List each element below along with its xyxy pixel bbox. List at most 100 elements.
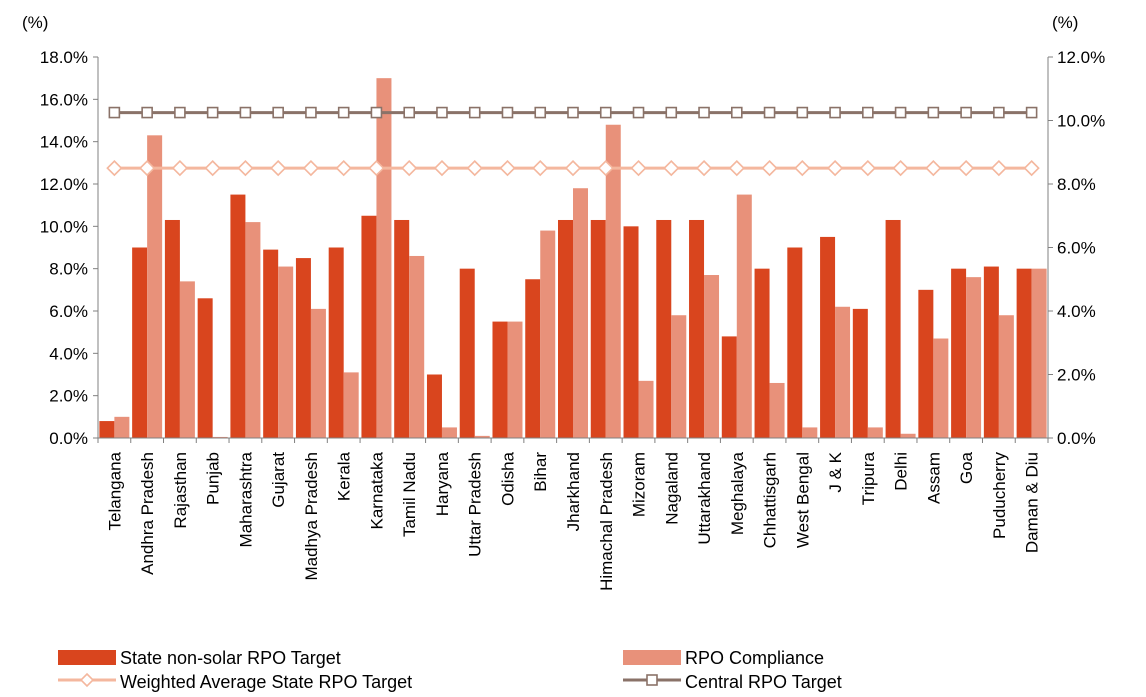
bar-state-target bbox=[164, 219, 180, 438]
weighted-average-marker bbox=[270, 159, 287, 177]
category-label: Himachal Pradesh bbox=[597, 452, 616, 591]
left-tick-label: 14.0% bbox=[40, 133, 88, 152]
category-label: Haryana bbox=[433, 451, 452, 516]
bar-rpo-compliance bbox=[605, 124, 621, 438]
central-target-marker bbox=[305, 106, 317, 119]
weighted-average-marker bbox=[859, 159, 876, 177]
bar-state-target bbox=[525, 279, 541, 438]
bar-rpo-compliance bbox=[1031, 268, 1047, 438]
bar-rpo-compliance bbox=[933, 338, 949, 438]
central-target-marker bbox=[436, 106, 448, 119]
central-target-marker bbox=[665, 106, 678, 119]
category-label: J & K bbox=[826, 451, 845, 492]
central-target-marker bbox=[632, 106, 645, 119]
left-tick-label: 2.0% bbox=[49, 387, 88, 406]
category-label: Odisha bbox=[498, 451, 517, 505]
bar-rpo-compliance bbox=[376, 78, 392, 439]
weighted-average-marker bbox=[597, 159, 614, 177]
bar-state-target bbox=[99, 421, 115, 438]
central-target-marker bbox=[698, 106, 710, 119]
bar-state-target bbox=[1016, 268, 1032, 438]
central-target-marker bbox=[534, 106, 547, 119]
bar-state-target bbox=[394, 219, 410, 438]
weighted-average-marker bbox=[990, 159, 1007, 177]
weighted-average-marker bbox=[335, 159, 352, 177]
legend-marker-weighted-average bbox=[79, 672, 95, 688]
right-tick-label: 2.0% bbox=[1057, 366, 1096, 385]
category-label: Madhya Pradesh bbox=[302, 452, 321, 581]
bar-rpo-compliance bbox=[704, 275, 720, 438]
weighted-average-marker bbox=[433, 159, 451, 177]
central-target-marker bbox=[829, 106, 841, 119]
bar-rpo-compliance bbox=[900, 433, 916, 438]
bar-state-target bbox=[623, 226, 639, 438]
central-target-marker bbox=[370, 106, 383, 119]
bar-rpo-compliance bbox=[966, 277, 982, 438]
bar-rpo-compliance bbox=[769, 382, 785, 438]
central-target-marker bbox=[960, 106, 972, 119]
weighted-average-marker bbox=[171, 159, 189, 177]
central-target-marker bbox=[796, 106, 809, 119]
bar-state-target bbox=[426, 374, 442, 438]
bar-rpo-compliance bbox=[736, 194, 752, 438]
bar-rpo-compliance bbox=[114, 416, 130, 438]
bar-state-target bbox=[558, 219, 573, 438]
category-label: Chhattisgarh bbox=[761, 452, 780, 548]
legend-label-state-target: State non-solar RPO Target bbox=[120, 648, 341, 668]
weighted-average-marker bbox=[204, 159, 221, 177]
bar-rpo-compliance bbox=[507, 321, 523, 438]
weighted-average-marker bbox=[139, 159, 156, 177]
category-label: Uttarakhand bbox=[695, 452, 714, 545]
weighted-average-marker bbox=[499, 159, 516, 177]
weighted-average-marker bbox=[237, 159, 254, 177]
bar-rpo-compliance bbox=[212, 436, 228, 438]
central-target-marker bbox=[141, 106, 153, 119]
legend-marker-central-target bbox=[646, 674, 658, 686]
central-target-marker bbox=[337, 106, 350, 119]
bar-rpo-compliance bbox=[540, 230, 556, 438]
bar-state-target bbox=[328, 247, 344, 438]
right-tick-label: 4.0% bbox=[1057, 302, 1096, 321]
central-target-marker bbox=[206, 106, 219, 119]
left-axis-unit: (%) bbox=[22, 13, 48, 32]
bar-state-target bbox=[983, 266, 999, 438]
legend-swatch-state-target bbox=[58, 650, 116, 665]
bar-state-target bbox=[787, 247, 803, 438]
central-target-marker bbox=[272, 106, 284, 119]
bar-rpo-compliance bbox=[441, 427, 457, 438]
category-label: Kerala bbox=[335, 451, 354, 501]
weighted-average-marker bbox=[368, 159, 385, 177]
category-label: Goa bbox=[957, 451, 976, 484]
category-label: Daman & Diu bbox=[1023, 452, 1042, 553]
bar-state-target bbox=[754, 268, 770, 438]
weighted-average-marker bbox=[794, 159, 811, 177]
bar-state-target bbox=[951, 268, 967, 438]
central-target-marker bbox=[174, 106, 186, 119]
weighted-average-marker bbox=[1023, 159, 1040, 177]
central-target-marker bbox=[468, 106, 481, 119]
right-tick-label: 10.0% bbox=[1057, 112, 1105, 131]
legend-swatch-rpo-compliance bbox=[623, 650, 681, 665]
central-target-marker bbox=[862, 106, 874, 119]
bar-state-target bbox=[295, 258, 311, 438]
right-tick-label: 6.0% bbox=[1057, 239, 1096, 258]
weighted-average-marker bbox=[957, 159, 975, 177]
bar-rpo-compliance bbox=[179, 281, 195, 438]
right-tick-label: 8.0% bbox=[1057, 175, 1096, 194]
category-label: Delhi bbox=[892, 452, 911, 491]
weighted-average-marker bbox=[532, 159, 549, 177]
central-target-marker bbox=[403, 106, 416, 119]
weighted-average-marker bbox=[630, 159, 647, 177]
category-label: Telangana bbox=[105, 451, 124, 530]
bar-rpo-compliance bbox=[638, 380, 654, 438]
category-label: Rajasthan bbox=[171, 452, 190, 529]
bar-state-target bbox=[263, 249, 279, 438]
category-label: Mizoram bbox=[630, 452, 649, 517]
bar-state-target bbox=[918, 289, 934, 438]
central-target-marker bbox=[894, 106, 907, 119]
bar-rpo-compliance bbox=[147, 135, 163, 439]
central-target-marker bbox=[599, 106, 612, 119]
bar-rpo-compliance bbox=[802, 427, 818, 438]
